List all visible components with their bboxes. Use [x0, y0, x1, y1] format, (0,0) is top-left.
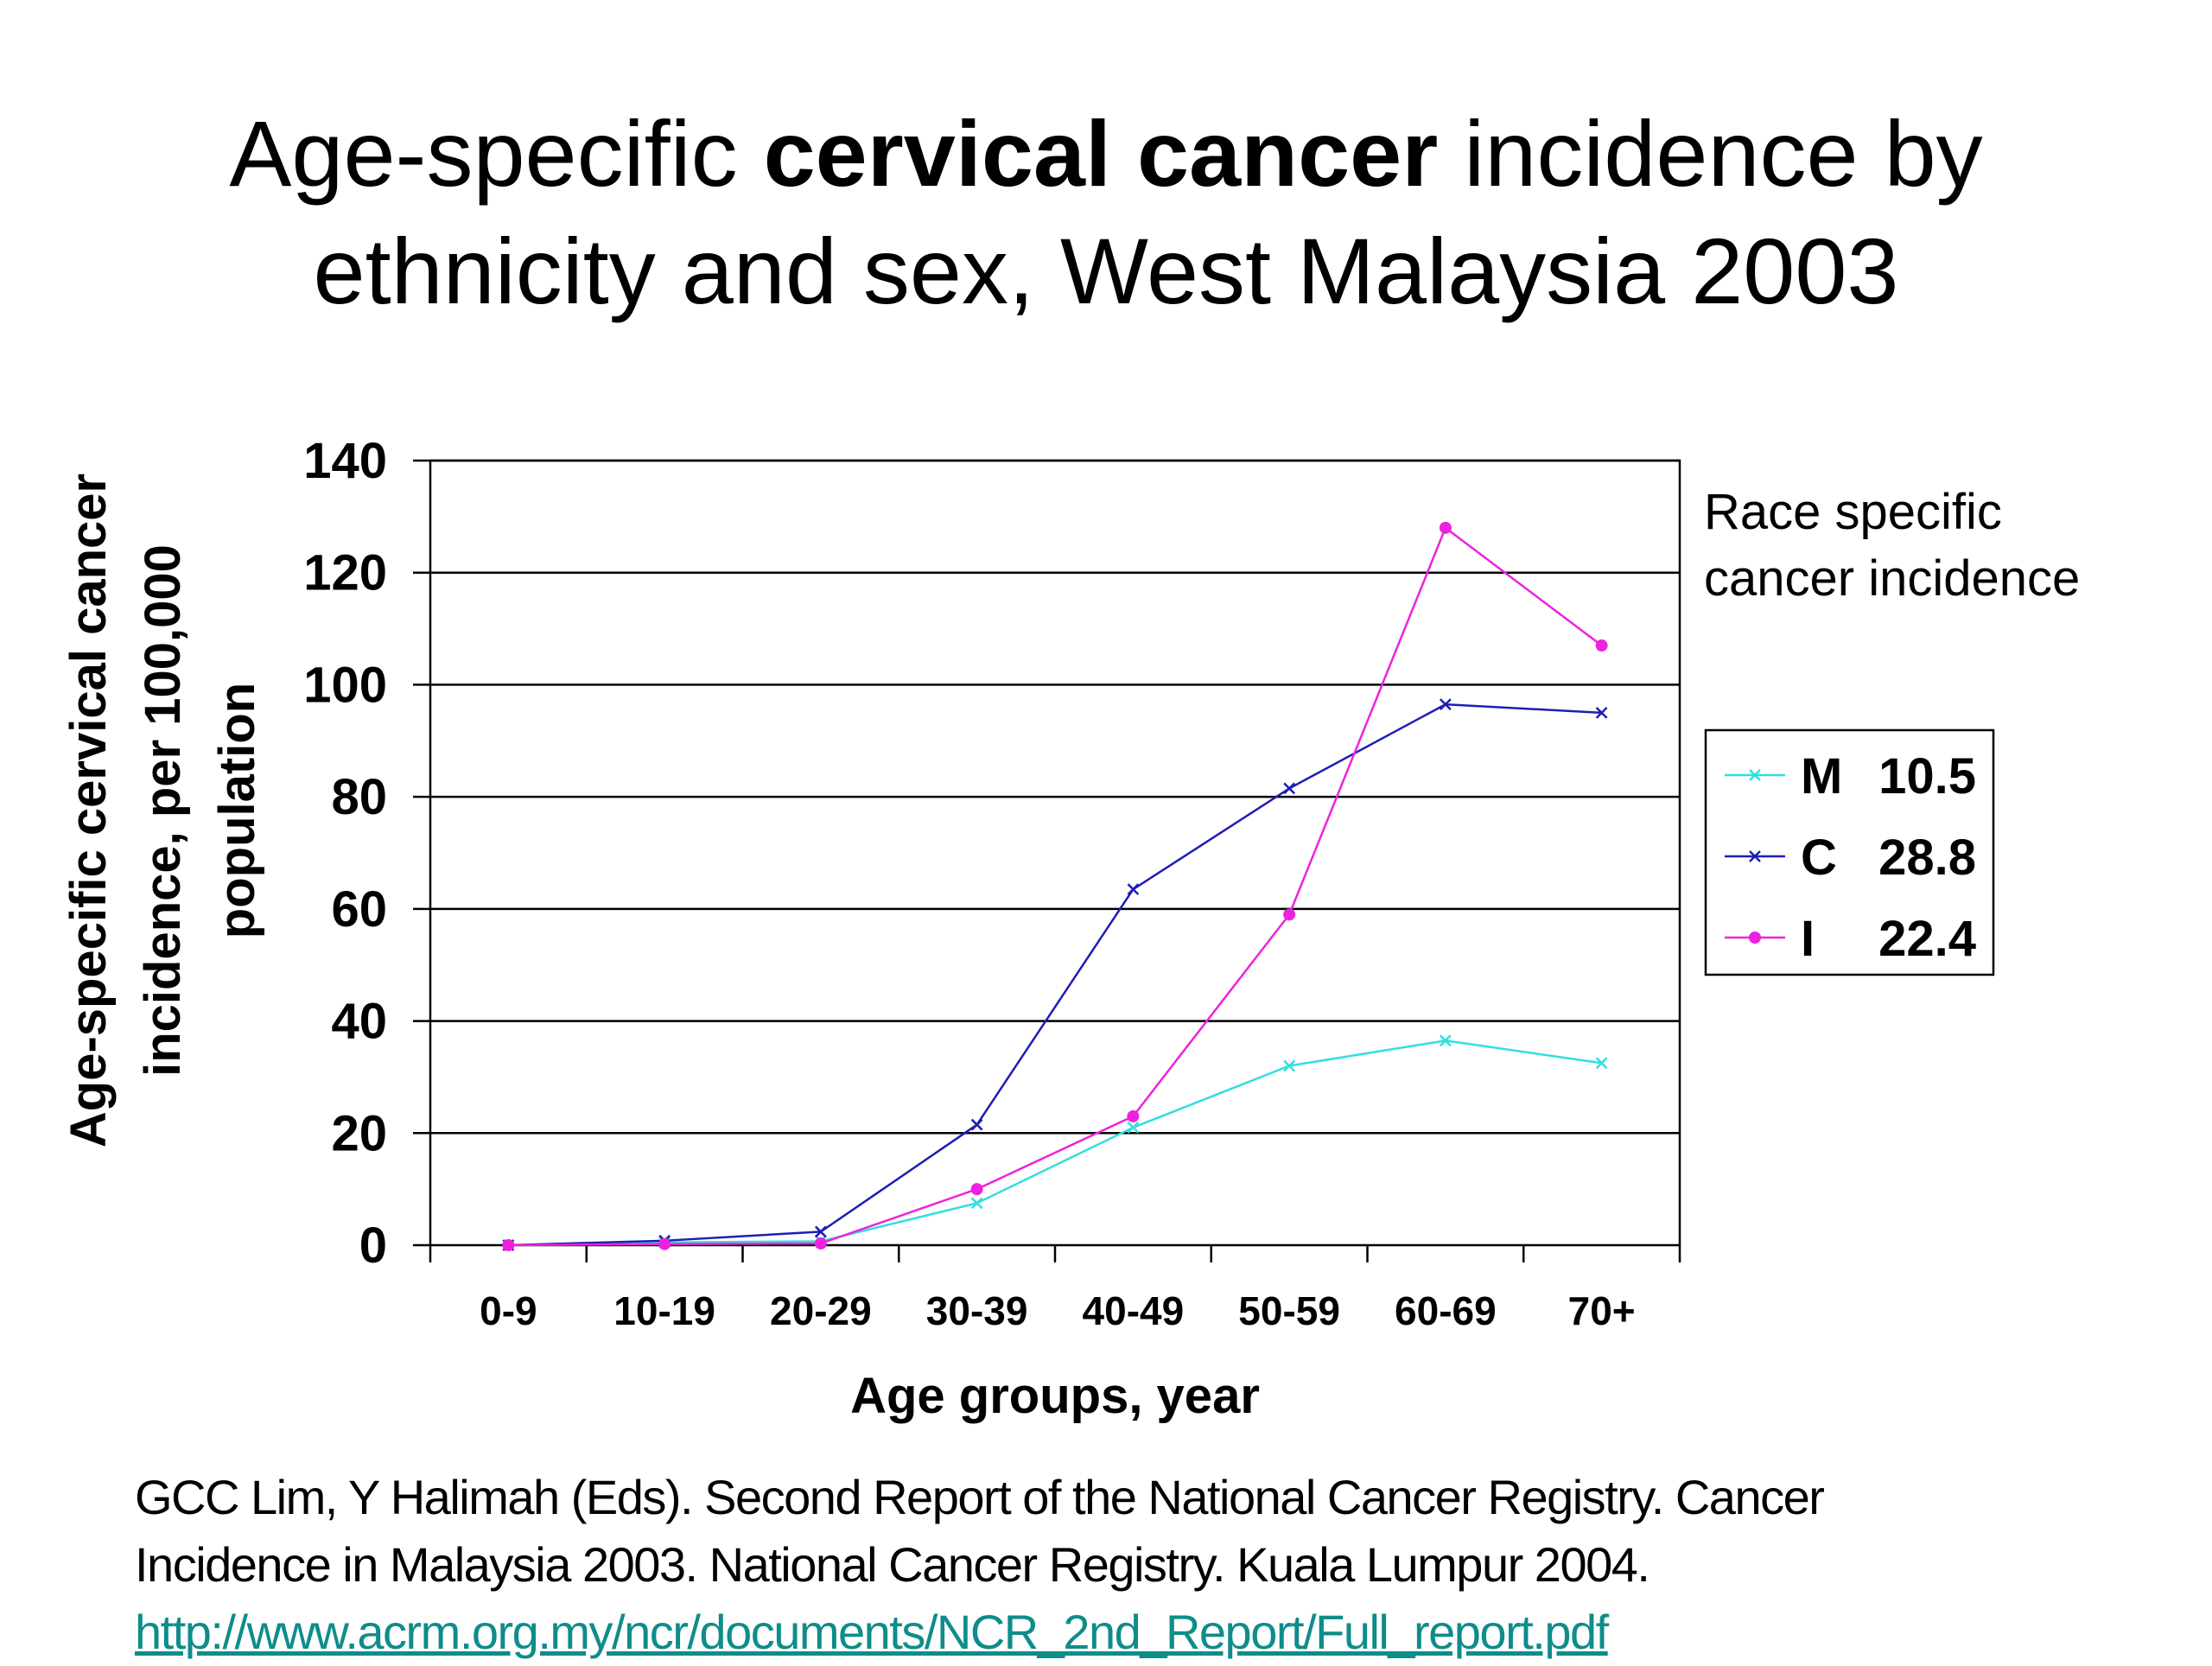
title-line-2: ethnicity and sex, West Malaysia 2003: [313, 219, 1899, 323]
series-line: [508, 703, 1602, 1247]
citation-line-1: GCC Lim, Y Halimah (Eds). Second Report …: [135, 1470, 1825, 1524]
data-point: [1127, 1121, 1140, 1134]
data-point: [1283, 782, 1296, 795]
legend-series-value: 22.4: [1878, 911, 1976, 967]
data-point: [970, 1197, 983, 1210]
data-point: [814, 1225, 827, 1238]
y-tick-label: 20: [331, 1105, 387, 1161]
x-tick-label: 20-29: [770, 1288, 872, 1333]
x-tick-label: 10-19: [613, 1288, 715, 1333]
legend-title-line: cancer incidence: [1704, 550, 2080, 607]
data-point: [502, 1239, 515, 1251]
y-tick-label: 0: [359, 1218, 387, 1274]
data-point: [1595, 706, 1608, 719]
legend-series-value: 28.8: [1878, 830, 1976, 886]
legend-series-name: M: [1801, 748, 1842, 804]
data-point: [814, 1237, 827, 1250]
data-point: [1439, 521, 1452, 534]
citation: GCC Lim, Y Halimah (Eds). Second Report …: [135, 1464, 2122, 1666]
data-point: [1439, 698, 1452, 711]
series-line: [508, 1040, 1602, 1247]
data-point: [1595, 1057, 1608, 1070]
data-point: [1749, 850, 1761, 862]
x-tick-label: 70+: [1568, 1288, 1636, 1333]
y-axis-title-line: Age-specific cervical cancer: [60, 474, 117, 1148]
series-line: [508, 525, 1603, 1247]
data-point: [1127, 883, 1140, 896]
legend-series-name: I: [1801, 911, 1815, 967]
x-tick-label: 50-59: [1238, 1288, 1340, 1333]
data-point: [1283, 908, 1296, 921]
legend-title-line: Race specific: [1704, 484, 2002, 540]
data-point: [1595, 639, 1608, 652]
line-chart: 0 20 40 60 80 100 120 140 0-9 10-19 20-29 30-39 40-4…: [60, 433, 2080, 1424]
data-point: [1283, 1059, 1296, 1072]
x-tick-label: 60-69: [1395, 1288, 1497, 1333]
citation-line-2: Incidence in Malaysia 2003. National Can…: [135, 1537, 1650, 1592]
y-tick-label: 100: [303, 657, 387, 713]
data-point: [1439, 1034, 1452, 1047]
x-axis-title: Age groups, year: [850, 1368, 1260, 1424]
data-point: [1749, 932, 1761, 944]
chart-title: Age-specific cervical cancer incidence b…: [0, 95, 2212, 330]
title-text-pre: Age-specific: [229, 101, 764, 206]
y-tick-label: 80: [331, 769, 387, 825]
title-text-post: incidence by: [1438, 101, 1983, 206]
report-link[interactable]: http://www.acrm.org.my/ncr/documents/NCR…: [135, 1605, 1609, 1659]
x-tick-label: 40-49: [1083, 1288, 1185, 1333]
y-tick-label: 120: [303, 545, 387, 601]
data-point: [970, 1183, 983, 1196]
plot-area-border: [429, 459, 1681, 1247]
y-tick-label: 140: [303, 433, 387, 489]
y-tick-label: 40: [331, 994, 387, 1050]
data-point: [1127, 1110, 1140, 1122]
data-point: [1749, 769, 1761, 781]
x-tick-label: 0-9: [480, 1288, 537, 1333]
legend-series-value: 10.5: [1878, 748, 1976, 804]
y-tick-label: 60: [331, 881, 387, 938]
data-point: [658, 1237, 671, 1250]
x-tick-label: 30-39: [926, 1288, 1028, 1333]
legend-series-name: C: [1801, 830, 1837, 886]
y-axis-title-line: incidence, per 100,000: [135, 544, 191, 1077]
y-axis-title-line: population: [209, 683, 265, 938]
data-point: [970, 1118, 983, 1131]
title-text-bold: cervical cancer: [763, 101, 1439, 206]
